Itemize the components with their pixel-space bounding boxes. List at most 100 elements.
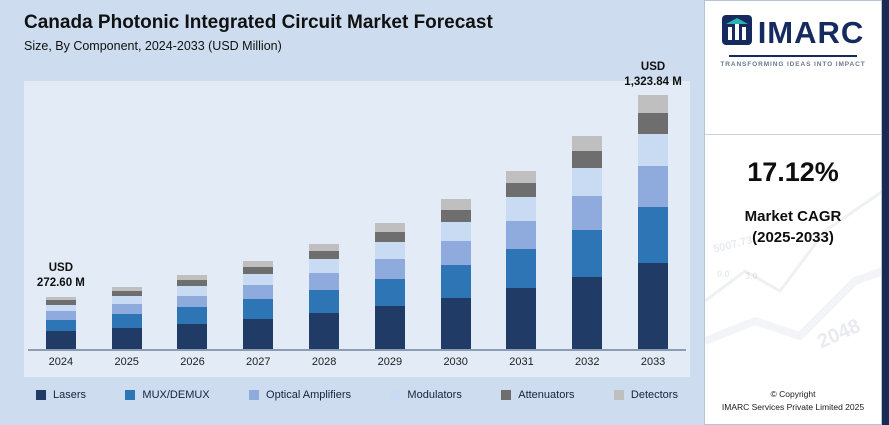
bar-column-2033: USD 1,323.84 M — [620, 61, 686, 349]
bar-segment-2026-optical-amplifiers — [177, 295, 208, 308]
copyright-line1: © Copyright — [770, 388, 816, 399]
legend-swatch-mux-demux — [125, 389, 136, 400]
bar-segment-2025-attenuators — [111, 290, 142, 296]
x-tick-2030: 2030 — [443, 355, 468, 368]
bar-stack-2025 — [111, 286, 142, 349]
bar-stack-2026 — [177, 274, 208, 349]
bar-stack-2031 — [506, 170, 537, 349]
watermark-number: 2048 — [813, 314, 864, 354]
bar-segment-2030-attenuators — [440, 209, 471, 222]
bar-segment-2024-detectors — [45, 296, 76, 301]
bar-segment-2025-optical-amplifiers — [111, 303, 142, 314]
bar-segment-2025-lasers — [111, 327, 142, 349]
legend: Lasers MUX/DEMUX Optical Amplifiers Modulat… — [24, 377, 690, 401]
x-tick-2032: 2032 — [575, 355, 600, 368]
bar-column-2029 — [357, 81, 423, 349]
bar-stack-2029 — [374, 223, 405, 349]
x-tick-2025: 2025 — [114, 355, 139, 368]
bar-segment-2028-lasers — [309, 313, 340, 349]
legend-label-modulators: Modulators — [407, 388, 462, 401]
logo-row: IMARC — [713, 15, 873, 50]
legend-swatch-detectors — [613, 389, 624, 400]
copyright-line2: IMARC Services Private Limited 2025 — [721, 401, 865, 412]
page-title: Canada Photonic Integrated Circuit Marke… — [24, 12, 493, 33]
bar-segment-2027-detectors — [243, 260, 274, 267]
bar-segment-2026-attenuators — [177, 280, 208, 286]
bar-segment-2032-detectors — [572, 136, 603, 152]
bar-segment-2031-mux-demux — [506, 249, 537, 289]
bar-segment-2033-mux-demux — [638, 206, 669, 263]
x-tick-2028: 2028 — [311, 355, 337, 368]
bar-segment-2031-detectors — [506, 170, 537, 184]
bar-segment-2026-lasers — [177, 323, 208, 349]
sidebar-card: IMARC TRANSFORMING IDEAS INTO IMPACT 500… — [704, 0, 882, 425]
bar-segment-2028-attenuators — [309, 250, 340, 260]
sidebar: IMARC TRANSFORMING IDEAS INTO IMPACT 500… — [704, 0, 889, 425]
bar-segment-2027-mux-demux — [243, 299, 274, 319]
bar-segment-2030-modulators — [440, 221, 471, 242]
bar-segment-2030-detectors — [440, 199, 471, 210]
bar-segment-2027-modulators — [243, 273, 274, 286]
legend-item-attenuators: Attenuators — [501, 389, 575, 401]
watermark-number: 0.0 — [717, 269, 730, 279]
imarc-logo-icon — [721, 15, 752, 50]
bar-segment-2027-attenuators — [243, 266, 274, 274]
bar-column-2026 — [160, 81, 226, 349]
bar-stack-2030 — [440, 199, 471, 349]
x-tick-2033: 2033 — [640, 355, 666, 368]
logo-tagline: TRANSFORMING IDEAS INTO IMPACT — [720, 61, 866, 68]
bar-column-2024: USD 272.60 M — [28, 81, 94, 349]
legend-item-mux-demux: MUX/DEMUX — [125, 388, 210, 401]
x-tick-2026: 2026 — [180, 355, 205, 368]
bar-segment-2028-optical-amplifiers — [309, 273, 340, 290]
bar-segment-2025-detectors — [111, 286, 142, 291]
bar-segment-2024-lasers — [45, 331, 76, 349]
legend-swatch-modulators — [390, 389, 401, 400]
bar-annotation-2024: USD 272.60 M — [36, 261, 85, 289]
x-tick-2024: 2024 — [48, 355, 74, 368]
bar-segment-2029-lasers — [374, 306, 405, 349]
legend-item-detectors: Detectors — [613, 389, 678, 401]
bar-segment-2033-optical-amplifiers — [638, 166, 669, 207]
chart-panel: Canada Photonic Integrated Circuit Marke… — [24, 12, 690, 401]
bar-segment-2025-modulators — [111, 295, 142, 304]
bar-segment-2031-modulators — [506, 197, 537, 221]
legend-swatch-attenuators — [501, 389, 512, 400]
bar-column-2032 — [554, 81, 620, 349]
cagr-label: Market CAGR (2025-2033) — [705, 206, 881, 248]
bar-annotation-2033: USD 1,323.84 M — [624, 60, 682, 88]
bar-segment-2033-detectors — [638, 95, 669, 114]
bar-segment-2030-optical-amplifiers — [440, 241, 471, 266]
bar-stack-2032 — [572, 136, 603, 349]
bar-segment-2033-attenuators — [638, 113, 669, 134]
bar-segment-2031-lasers — [506, 288, 537, 349]
x-tick-2027: 2027 — [246, 355, 271, 368]
copyright: © Copyright IMARC Services Private Limit… — [705, 388, 881, 424]
bar-segment-2032-lasers — [572, 276, 603, 349]
legend-swatch-optical-amplifiers — [249, 389, 260, 400]
bar-segment-2033-modulators — [638, 133, 669, 167]
bar-stack-2028 — [309, 243, 340, 349]
bar-stack-2033 — [638, 95, 669, 349]
bar-segment-2027-lasers — [243, 318, 274, 349]
imarc-logo-text: IMARC — [757, 15, 865, 50]
watermark-number: 3.0 — [745, 271, 758, 281]
bar-segment-2027-optical-amplifiers — [243, 285, 274, 300]
bars-row: USD 272.60 M USD 1,323.84 M — [28, 61, 686, 349]
bar-column-2027 — [225, 81, 291, 349]
bar-segment-2032-optical-amplifiers — [572, 195, 603, 230]
cagr-label-line1: Market CAGR — [744, 208, 842, 225]
plot-area: USD 272.60 M USD 1,323.84 M 2024 2025 2026 202… — [24, 61, 690, 377]
cagr-block: 17.12% Market CAGR (2025-2033) — [705, 134, 881, 248]
bar-segment-2030-mux-demux — [440, 265, 471, 298]
legend-label-mux-demux: MUX/DEMUX — [142, 388, 210, 401]
bar-segment-2029-modulators — [374, 242, 405, 259]
bar-segment-2024-attenuators — [45, 300, 76, 305]
bar-segment-2028-mux-demux — [309, 289, 340, 313]
bar-segment-2029-attenuators — [374, 232, 405, 243]
bar-column-2028 — [291, 81, 357, 349]
bar-column-2031 — [489, 81, 555, 349]
bar-segment-2026-detectors — [177, 274, 208, 281]
bar-stack-2027 — [243, 260, 274, 349]
legend-item-lasers: Lasers — [36, 389, 86, 401]
